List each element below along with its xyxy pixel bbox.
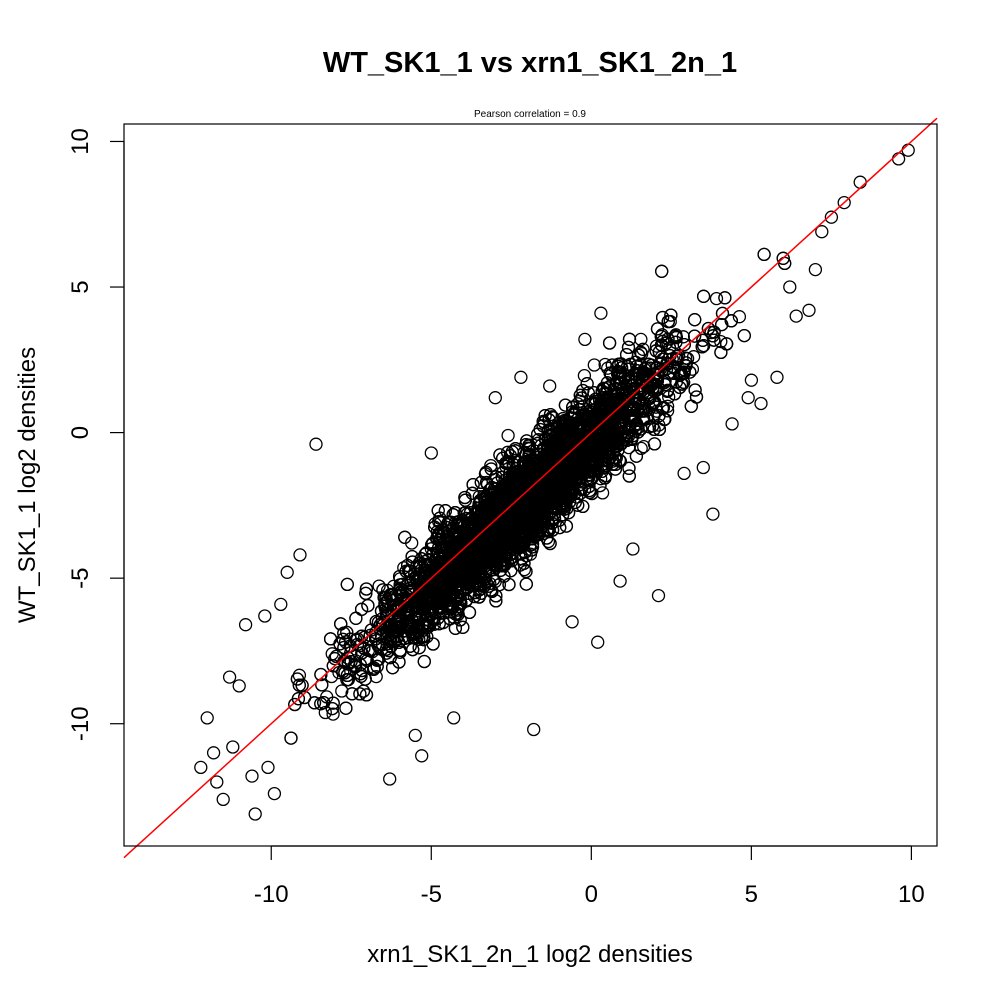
- data-point: [489, 594, 503, 608]
- data-point: [291, 692, 306, 706]
- data-point: [498, 558, 512, 572]
- data-point: [577, 368, 592, 383]
- data-point: [595, 486, 610, 500]
- data-point: [732, 310, 747, 324]
- chart-title: WT_SK1_1 vs xrn1_SK1_2n_1: [323, 47, 737, 79]
- data-point: [538, 409, 552, 423]
- data-point: [359, 688, 374, 702]
- data-point: [326, 707, 340, 721]
- data-point: [519, 564, 533, 579]
- data-point: [622, 332, 637, 346]
- data-point: [580, 377, 594, 391]
- data-point: [474, 475, 488, 490]
- data-point: [318, 705, 332, 720]
- data-point: [696, 338, 711, 353]
- data-point: [701, 321, 716, 336]
- data-point: [757, 247, 771, 262]
- data-point: [340, 577, 354, 592]
- data-point: [335, 684, 349, 698]
- data-point: [602, 336, 617, 350]
- data-point: [622, 469, 636, 483]
- data-point: [576, 499, 590, 514]
- data-point: [587, 358, 601, 372]
- data-point: [349, 611, 363, 625]
- data-point: [704, 325, 718, 340]
- data-point: [364, 623, 378, 637]
- data-point: [385, 661, 400, 675]
- data-point: [612, 453, 627, 468]
- data-point: [696, 289, 711, 303]
- data-point: [370, 659, 384, 674]
- data-point: [668, 329, 683, 343]
- data-point: [709, 291, 724, 306]
- data-point: [466, 477, 480, 492]
- data-point: [621, 340, 636, 355]
- data-point: [290, 672, 305, 686]
- data-point: [314, 667, 328, 682]
- data-point: [379, 646, 394, 660]
- data-point: [715, 317, 729, 332]
- data-point: [284, 731, 298, 745]
- data-point: [543, 407, 558, 422]
- data-point: [339, 701, 353, 715]
- data-point: [456, 620, 470, 634]
- data-point: [315, 678, 329, 692]
- data-point: [695, 340, 709, 354]
- data-point: [324, 669, 339, 684]
- data-point: [688, 313, 702, 327]
- data-point: [647, 437, 662, 451]
- data-point: [328, 651, 342, 666]
- data-point: [649, 400, 663, 414]
- data-point: [654, 329, 668, 344]
- data-point: [776, 251, 790, 265]
- data-point: [393, 578, 407, 592]
- data-point: [431, 503, 445, 518]
- data-point: [412, 641, 426, 655]
- data-point: [718, 291, 732, 305]
- data-point: [465, 486, 480, 500]
- chart-subtitle: Pearson correlation = 0.9: [474, 109, 586, 120]
- data-point: [398, 530, 412, 544]
- data-point: [372, 579, 386, 593]
- data-point: [361, 598, 375, 613]
- data-point: [345, 687, 359, 701]
